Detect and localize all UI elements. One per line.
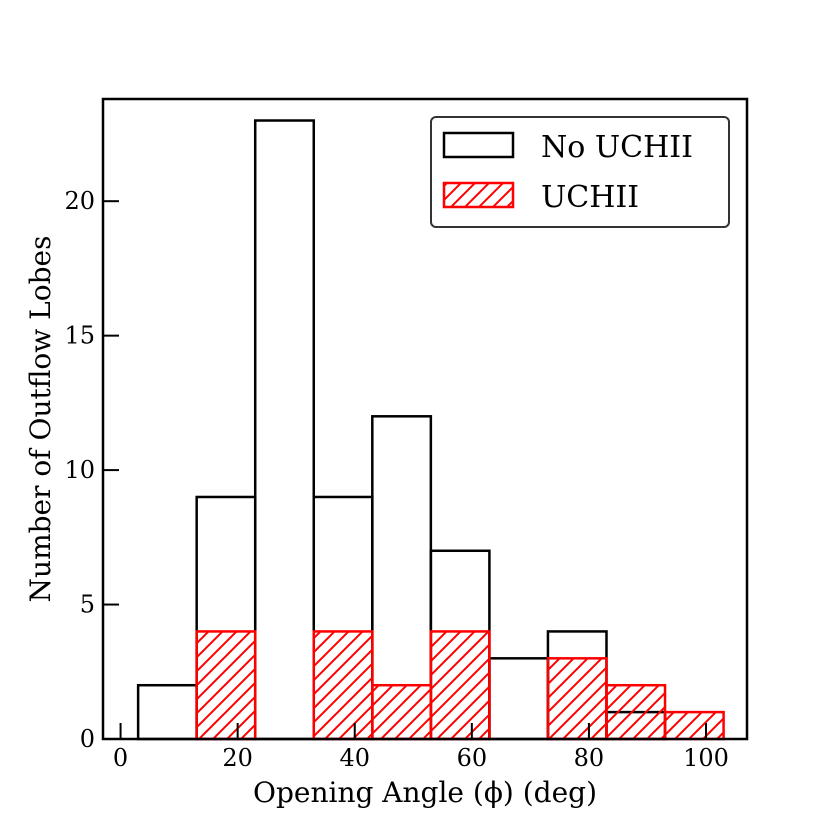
plot-frame — [101, 97, 749, 741]
y-tick-label-5: 5 — [80, 591, 95, 619]
legend-label-no-uchii: No UCHII — [541, 130, 693, 165]
x-tick-label-80: 80 — [574, 744, 605, 772]
legend: No UCHII UCHII — [430, 116, 730, 228]
y-axis-label: Number of Outflow Lobes — [24, 236, 57, 603]
bar-uchii-4 — [371, 683, 433, 741]
x-axis-label: Opening Angle (ϕ) (deg) — [253, 776, 597, 809]
bar-uchii-3 — [312, 630, 374, 741]
y-tick-label-10: 10 — [64, 456, 95, 484]
y-tick-label-20: 20 — [64, 187, 95, 215]
legend-label-uchii: UCHII — [541, 180, 639, 215]
x-tick-label-100: 100 — [683, 744, 729, 772]
x-tick-label-0: 0 — [113, 744, 128, 772]
bar-uchii-8 — [605, 683, 667, 741]
x-tick-label-40: 40 — [339, 744, 370, 772]
legend-swatch-uchii — [442, 181, 515, 209]
bar-no-uchii-6 — [488, 657, 550, 741]
ticks-layer: 0 20 40 60 80 100 0 5 10 15 20 — [64, 187, 728, 772]
y-tick-label-15: 15 — [64, 322, 95, 350]
x-tick-label-60: 60 — [457, 744, 488, 772]
bar-no-uchii-2 — [253, 119, 316, 741]
bar-uchii-1 — [195, 630, 257, 741]
legend-swatch-no-uchii — [442, 131, 515, 159]
x-tick-label-20: 20 — [222, 744, 253, 772]
bar-uchii-5 — [429, 630, 491, 741]
bar-uchii-7 — [546, 657, 608, 741]
bar-no-uchii-0 — [136, 683, 198, 741]
bar-uchii-9 — [663, 710, 725, 741]
y-tick-label-0: 0 — [80, 725, 95, 753]
